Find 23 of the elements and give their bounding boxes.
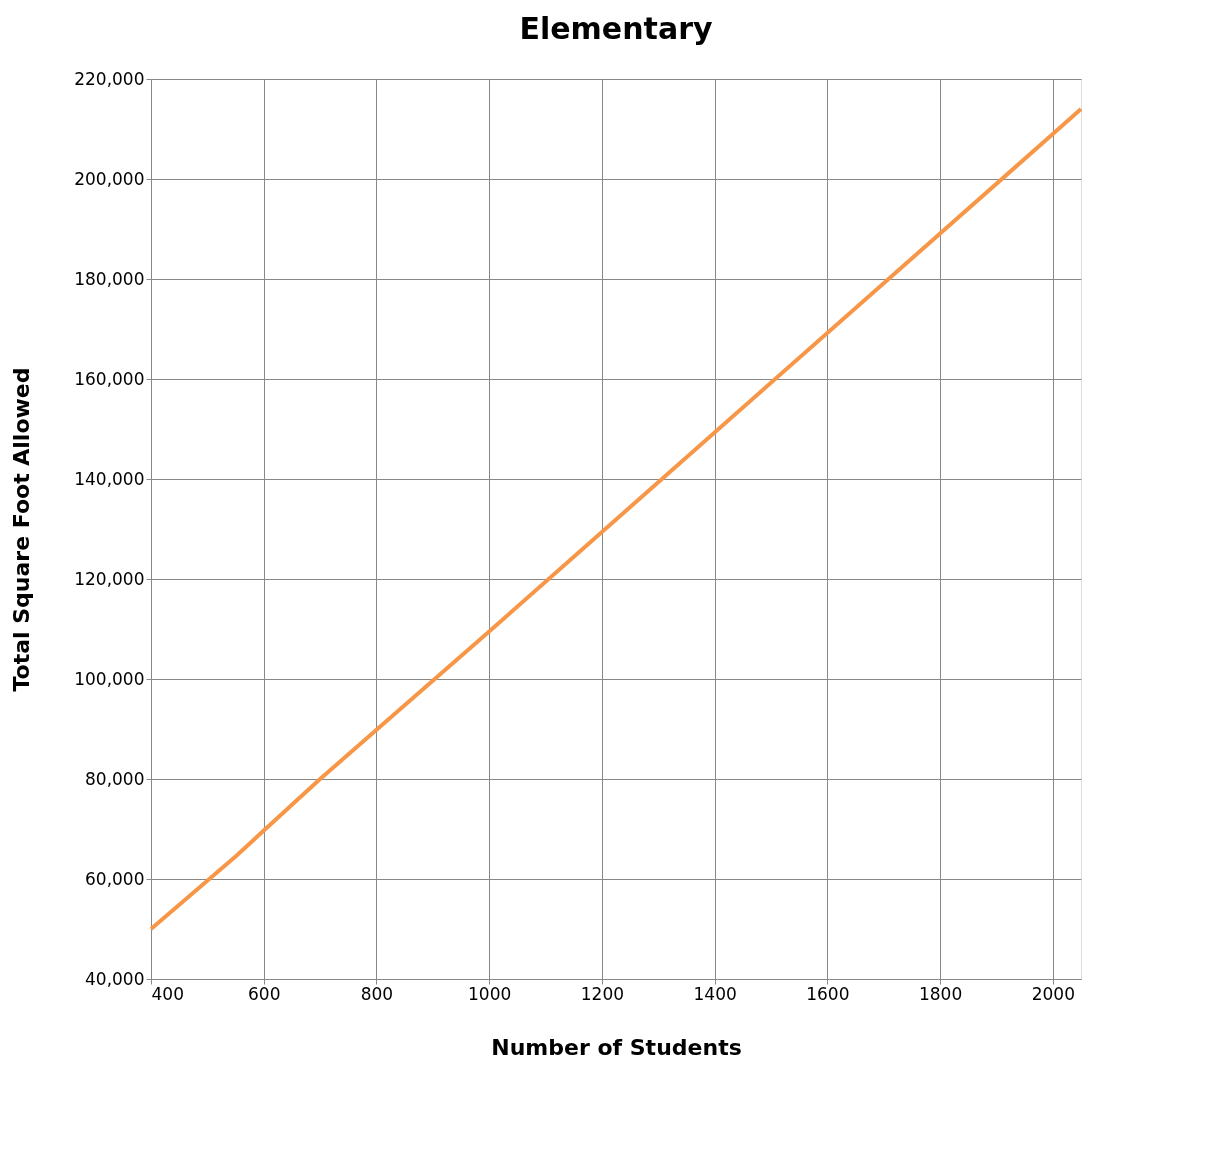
chart-title: Elementary	[519, 11, 713, 46]
y-tick-label: 100,000	[74, 668, 145, 689]
y-tick-label: 140,000	[74, 468, 145, 489]
x-tick-label: 1400	[693, 983, 737, 1004]
y-tick-label: 200,000	[74, 168, 145, 189]
y-tick-label: 60,000	[85, 868, 145, 889]
x-tick-label: 600	[248, 983, 281, 1004]
x-tick-label: 1600	[806, 983, 850, 1004]
x-tick-label: 2000	[1031, 983, 1075, 1004]
line-series	[149, 107, 1083, 931]
y-tick-label: 120,000	[74, 568, 145, 589]
y-tick-label: 80,000	[85, 768, 145, 789]
x-tick-label: 1000	[468, 983, 512, 1004]
x-tick-label: 800	[360, 983, 394, 1004]
y-tick-label: 40,000	[85, 968, 145, 989]
y-tick-label: 220,000	[74, 68, 145, 89]
y-tick-label: 180,000	[74, 268, 145, 289]
x-tick-label: 1200	[580, 983, 625, 1004]
y-axis-title: Total Square Foot Allowed	[9, 367, 35, 692]
x-axis-title: Number of Students	[491, 1034, 742, 1060]
x-tick-label: 1800	[918, 983, 963, 1004]
x-tick-label: 400	[151, 983, 184, 1004]
y-tick-label: 160,000	[74, 368, 145, 389]
